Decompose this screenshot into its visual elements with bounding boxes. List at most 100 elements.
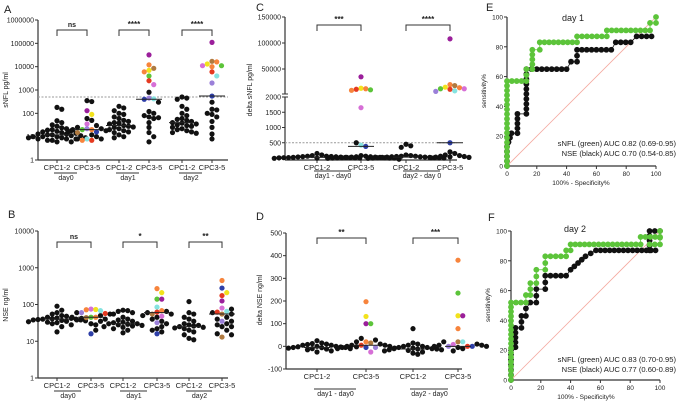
data-point bbox=[191, 318, 197, 324]
roc-point-snfl bbox=[527, 286, 534, 293]
roc-point-snfl bbox=[504, 158, 510, 165]
data-point bbox=[184, 117, 190, 123]
roc-point-nse bbox=[543, 66, 550, 73]
data-point bbox=[372, 337, 379, 343]
roc-point-snfl bbox=[533, 266, 540, 273]
data-point bbox=[111, 114, 117, 120]
panel-a: A1101001000100001000001000000sNFL pg/mlC… bbox=[3, 4, 228, 182]
data-point-orange bbox=[447, 82, 453, 88]
significance-label: **** bbox=[191, 20, 204, 29]
data-point bbox=[276, 155, 282, 161]
significance-bracket bbox=[122, 241, 158, 248]
roc-point-snfl bbox=[523, 299, 529, 306]
roc-point-snfl bbox=[504, 134, 510, 141]
data-point-orange bbox=[455, 257, 461, 263]
roc-point-snfl bbox=[572, 241, 579, 248]
data-point bbox=[179, 110, 185, 116]
roc-point-nse bbox=[593, 247, 599, 254]
data-point-orange bbox=[219, 277, 225, 284]
data-point bbox=[186, 322, 192, 328]
data-point bbox=[125, 308, 131, 314]
roc-point-snfl bbox=[613, 27, 620, 34]
y-tick-label: 100 bbox=[492, 15, 503, 22]
data-point bbox=[151, 134, 157, 140]
data-point bbox=[116, 126, 122, 132]
group-label: day2 bbox=[183, 175, 198, 182]
data-point-orange bbox=[154, 286, 160, 292]
roc-point-snfl bbox=[527, 280, 534, 287]
roc-point-nse bbox=[512, 344, 519, 351]
x-tick-label: CPC3-5 bbox=[199, 163, 226, 172]
data-point bbox=[450, 348, 456, 354]
data-point bbox=[438, 347, 445, 353]
data-point bbox=[186, 327, 192, 333]
chart-title: day 1 bbox=[562, 13, 584, 23]
y-axis-label: delta NSE ng/ml bbox=[257, 274, 264, 325]
data-point bbox=[437, 153, 444, 159]
data-point bbox=[59, 129, 65, 136]
data-point bbox=[391, 346, 397, 352]
data-point-green bbox=[367, 87, 374, 93]
roc-point-snfl bbox=[504, 120, 510, 127]
data-point-lavender bbox=[146, 95, 152, 101]
roc-point-snfl bbox=[546, 39, 552, 46]
significance-label: * bbox=[138, 232, 142, 241]
x-tick-label: 40 bbox=[563, 171, 571, 178]
roc-point-snfl bbox=[542, 266, 549, 273]
roc-point-snfl bbox=[652, 234, 659, 240]
roc-point-snfl bbox=[504, 111, 510, 117]
roc-point-snfl bbox=[574, 33, 580, 40]
data-point bbox=[54, 303, 60, 309]
data-point bbox=[271, 155, 277, 161]
x-tick-label: 80 bbox=[627, 385, 635, 392]
data-point-red bbox=[146, 78, 152, 84]
data-point-brown bbox=[74, 129, 81, 136]
data-point-orange bbox=[348, 87, 355, 93]
data-point bbox=[377, 341, 383, 347]
data-point bbox=[181, 332, 187, 338]
roc-point-nse bbox=[646, 247, 653, 254]
data-point bbox=[328, 348, 334, 354]
data-point-orange bbox=[455, 326, 461, 332]
data-point bbox=[140, 312, 146, 319]
data-point-pink bbox=[219, 305, 225, 311]
significance-label: **** bbox=[128, 20, 141, 29]
data-point bbox=[78, 133, 84, 139]
group-label: day2 - day0 bbox=[411, 391, 448, 398]
data-point bbox=[181, 321, 187, 327]
roc-point-nse bbox=[588, 46, 595, 53]
panel-d: D -100 0 100 200 300 400 500 delta NSE ng/ml CPC1… bbox=[256, 211, 490, 398]
data-point bbox=[59, 120, 65, 126]
data-point-orange bbox=[363, 299, 369, 305]
data-point-pink bbox=[368, 349, 374, 355]
data-point-yellow bbox=[224, 290, 230, 296]
data-point-orange bbox=[159, 308, 165, 314]
roc-point-snfl bbox=[563, 253, 570, 260]
x-axis-label: 100% - Specificity% bbox=[557, 394, 615, 401]
data-point bbox=[98, 126, 104, 132]
roc-point-snfl bbox=[529, 56, 536, 63]
roc-point-nse bbox=[652, 247, 659, 254]
roc-point-snfl bbox=[504, 125, 510, 132]
data-point bbox=[151, 110, 157, 116]
data-point bbox=[184, 128, 190, 134]
data-point bbox=[44, 127, 51, 133]
data-point-purple bbox=[84, 108, 90, 114]
data-point bbox=[159, 318, 165, 324]
data-point bbox=[344, 154, 350, 160]
roc-point-snfl bbox=[567, 247, 574, 254]
data-point bbox=[68, 139, 74, 145]
data-point bbox=[54, 104, 60, 110]
roc-point-nse bbox=[574, 52, 580, 59]
y-tick-label: 10 bbox=[26, 339, 34, 346]
data-point bbox=[63, 136, 70, 142]
significance-bracket bbox=[56, 29, 88, 36]
roc-point-snfl bbox=[529, 66, 536, 73]
data-point bbox=[54, 139, 60, 145]
data-point bbox=[116, 103, 122, 109]
panel-letter: F bbox=[488, 212, 495, 224]
roc-point-snfl bbox=[504, 78, 510, 84]
roc-point-nse bbox=[514, 125, 521, 132]
data-point bbox=[174, 127, 180, 133]
roc-point-nse bbox=[508, 130, 515, 137]
